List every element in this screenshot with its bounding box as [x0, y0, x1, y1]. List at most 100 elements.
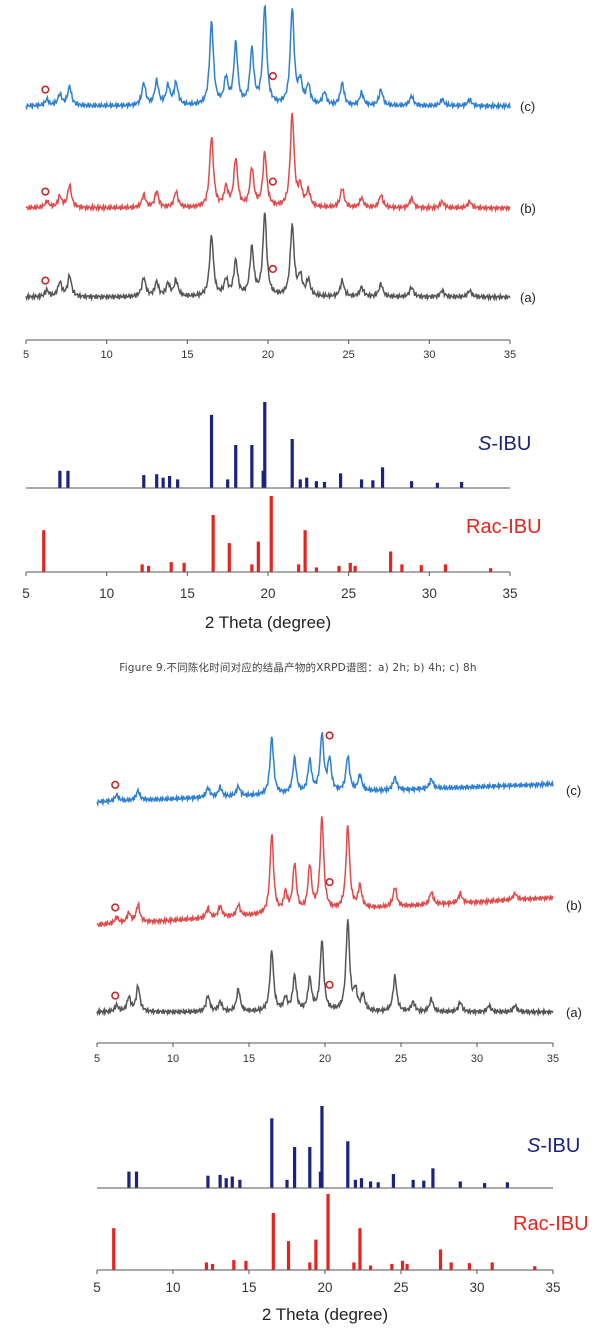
series-label: (c) [520, 99, 535, 114]
reference-stick [314, 481, 318, 488]
x-tick-label: 30 [422, 586, 437, 601]
x-axis-title: 2 Theta (degree) [205, 613, 331, 632]
reference-stick [458, 1181, 462, 1188]
reference-stick [380, 467, 385, 488]
reference-stick [271, 1213, 275, 1270]
series-label: (c) [566, 783, 581, 798]
peak-marker-circle [325, 980, 334, 989]
reference-stick [211, 515, 215, 572]
reference-stick [390, 1263, 394, 1270]
x-tick-label: 15 [243, 1053, 255, 1065]
x-tick-label: 35 [502, 586, 517, 601]
reference-stick [234, 445, 238, 488]
reference-stick [66, 470, 70, 488]
reference-label: Rac-IBU [513, 1213, 589, 1235]
reference-stick [314, 1239, 318, 1270]
reference-stick [353, 565, 357, 572]
x-tick-label: 30 [471, 1053, 483, 1065]
x-axis-title: 2 Theta (degree) [262, 1305, 388, 1324]
x-tick-label: 30 [423, 349, 435, 361]
reference-stick [218, 1174, 222, 1188]
reference-stick [127, 1171, 131, 1188]
bottom-patterns-panel: (c) (b) (a) 5 10 15 20 25 30 35 [94, 731, 582, 1065]
pattern-line-b [96, 816, 554, 928]
x-tick-label: 10 [167, 1053, 179, 1065]
reference-stick [303, 530, 307, 572]
reference-stick [443, 564, 448, 572]
reference-stick [147, 565, 151, 572]
reference-stick [467, 1263, 471, 1270]
reference-stick [405, 1263, 409, 1270]
peak-marker-circle [325, 878, 334, 887]
x-tick-label: 25 [343, 349, 355, 361]
x-tick-label: 25 [395, 1053, 407, 1065]
series-label: (a) [566, 1005, 582, 1020]
peak-marker-circle [268, 72, 277, 81]
pattern-line-a [25, 212, 511, 303]
reference-stick [314, 567, 318, 572]
reference-stick [250, 445, 254, 488]
peak-marker-circle [41, 276, 50, 285]
reference-stick [320, 1106, 324, 1188]
reference-stick [204, 1262, 209, 1270]
x-tick-label: 35 [545, 1280, 560, 1295]
x-tick-label: 5 [23, 349, 29, 361]
reference-stick [227, 543, 231, 572]
reference-stick [169, 562, 173, 572]
reference-stick [411, 1179, 415, 1188]
x-tick-label: 25 [393, 1280, 408, 1295]
series-label: (b) [520, 201, 536, 216]
reference-stick [435, 482, 439, 488]
reference-stick [490, 1262, 494, 1270]
reference-stick [400, 564, 404, 572]
reference-stick [533, 1266, 537, 1270]
reference-stick [409, 481, 414, 488]
reference-stick [369, 1181, 373, 1188]
reference-stick [176, 479, 180, 488]
reference-stick [209, 414, 214, 488]
reference-stick [419, 565, 423, 572]
reference-stick [422, 1180, 426, 1188]
top-references-panel: S-IBU Rac-IBU 5 10 15 20 25 30 35 2 Theta (degree… [22, 402, 542, 632]
reference-stick [376, 1182, 380, 1188]
reference-stick [348, 562, 352, 572]
x-tick-label: 5 [94, 1053, 100, 1065]
reference-stick [371, 480, 375, 488]
pattern-line-c [25, 4, 511, 112]
peak-marker-circle [325, 731, 334, 740]
x-tick-label: 20 [319, 1053, 331, 1065]
reference-stick [322, 481, 327, 488]
x-tick-label: 10 [101, 349, 113, 361]
reference-stick [140, 564, 144, 572]
reference-stick [298, 479, 302, 488]
x-tick-label: 10 [165, 1280, 180, 1295]
reference-stick [270, 1118, 274, 1188]
reference-stick [359, 1178, 364, 1188]
x-tick-label: 15 [241, 1280, 256, 1295]
reference-stick [337, 565, 341, 572]
reference-stick [263, 402, 267, 488]
reference-stick [155, 474, 159, 488]
reference-stick [210, 1263, 215, 1270]
reference-stick [359, 479, 364, 488]
top-patterns-panel: (c) (b) (a) 5 10 15 20 25 30 35 [23, 4, 536, 361]
reference-stick [238, 1179, 242, 1188]
reference-stick [42, 530, 46, 572]
x-tick-label: 5 [22, 586, 30, 601]
x-tick-label: 20 [262, 349, 274, 361]
peak-marker-circle [111, 903, 120, 912]
reference-stick [161, 477, 165, 488]
reference-stick [134, 1171, 139, 1188]
reference-stick [308, 1147, 312, 1188]
reference-label: Rac-IBU [466, 516, 542, 538]
reference-stick [438, 1249, 443, 1270]
reference-stick [358, 1228, 362, 1270]
x-tick-label: 25 [341, 586, 356, 601]
figure-caption: Figure 9.不同陈化时间对应的结晶产物的XRPD谱图：a) 2h; b) … [119, 662, 477, 674]
reference-stick [224, 1178, 228, 1188]
peak-marker-circle [268, 177, 277, 186]
reference-stick [326, 1194, 330, 1270]
peak-marker-circle [41, 187, 50, 196]
reference-stick [369, 1265, 373, 1270]
series-label: (a) [520, 290, 536, 305]
